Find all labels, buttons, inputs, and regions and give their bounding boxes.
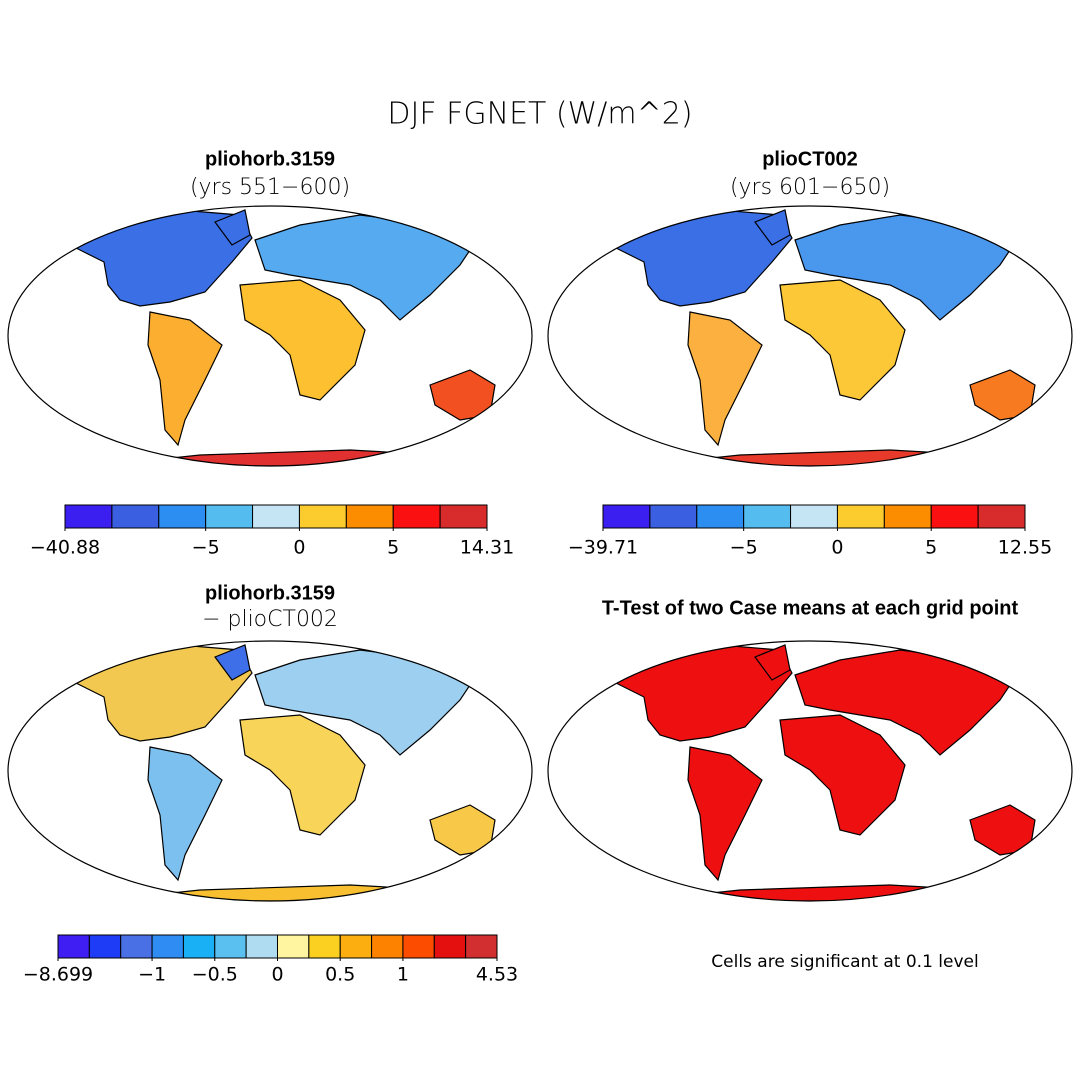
color-box [977,504,1026,529]
map-border [7,205,533,467]
color-box [402,934,435,959]
color-box [277,934,310,959]
map-border [7,640,533,902]
colorbar-label: 12.55 [998,537,1052,559]
map [547,640,1073,902]
color-box [602,504,651,529]
panel-title: pliohorb.3159 [205,582,335,604]
panel-title: plioCT002 [762,148,858,170]
colorbar-label: 0 [293,537,305,559]
color-box [743,504,792,529]
land [58,644,496,901]
continent [214,644,251,681]
map [7,205,533,467]
panel-note: Cells are significant at 0.1 level [711,952,978,972]
colorbar-label: −5 [192,537,220,559]
colorbar-label: 5 [925,537,937,559]
color-box [696,504,745,529]
color-box [433,934,467,959]
color-box [158,504,207,529]
continent [779,714,906,836]
colorbar-label: 0 [831,537,843,559]
continent [687,746,763,882]
color-box [64,504,113,529]
colorbar-label: 0.5 [325,964,355,986]
panel-title: pliohorb.3159 [205,148,335,170]
map-border [547,205,1073,467]
colorbar-label: 4.53 [476,964,518,986]
color-box [88,934,122,959]
color-box [120,934,153,959]
panel-subtitle: (yrs 551−600) [190,175,350,200]
map [547,205,1073,467]
panel-title: T-Test of two Case means at each grid po… [602,597,1019,619]
colorbar-label: −8.699 [23,964,93,986]
color-box [298,504,347,529]
map [7,640,533,902]
colorbar-label: 14.31 [460,537,514,559]
color-box [205,504,254,529]
continent [754,209,791,246]
color-box [930,504,979,529]
color-box [245,934,278,959]
color-box [439,504,488,529]
color-box [308,934,341,959]
colorbar-label: 1 [397,964,409,986]
colorbar-label: −1 [138,964,166,986]
color-box [182,934,216,959]
color-box [345,504,394,529]
map-border [547,640,1073,902]
figure-title: DJF FGNET (W/m^2) [387,97,692,132]
continent [147,746,223,882]
color-box [392,504,441,529]
colorbar-label: −40.88 [30,537,100,559]
color-box [883,504,932,529]
colorbar-label: −39.71 [568,537,638,559]
color-box [111,504,160,529]
continent [214,209,251,246]
panel-subtitle: (yrs 601−650) [730,175,890,200]
color-box [836,504,885,529]
colorbar-label: −5 [730,537,758,559]
continent [239,714,366,836]
color-box [339,934,373,959]
continent [147,311,223,447]
continent [779,279,906,401]
continent [239,279,366,401]
color-box [790,504,838,529]
colorbar-label: −0.5 [192,964,238,986]
color-box [57,934,90,959]
color-box [371,934,404,959]
color-box [252,504,300,529]
continent [754,644,791,681]
panel-subtitle: − plioCT002 [202,607,338,632]
colorbar-label: 5 [387,537,399,559]
color-box [214,934,247,959]
color-box [649,504,698,529]
color-box [151,934,184,959]
color-box [465,934,498,959]
colorbar-label: 0 [271,964,283,986]
continent [687,311,763,447]
